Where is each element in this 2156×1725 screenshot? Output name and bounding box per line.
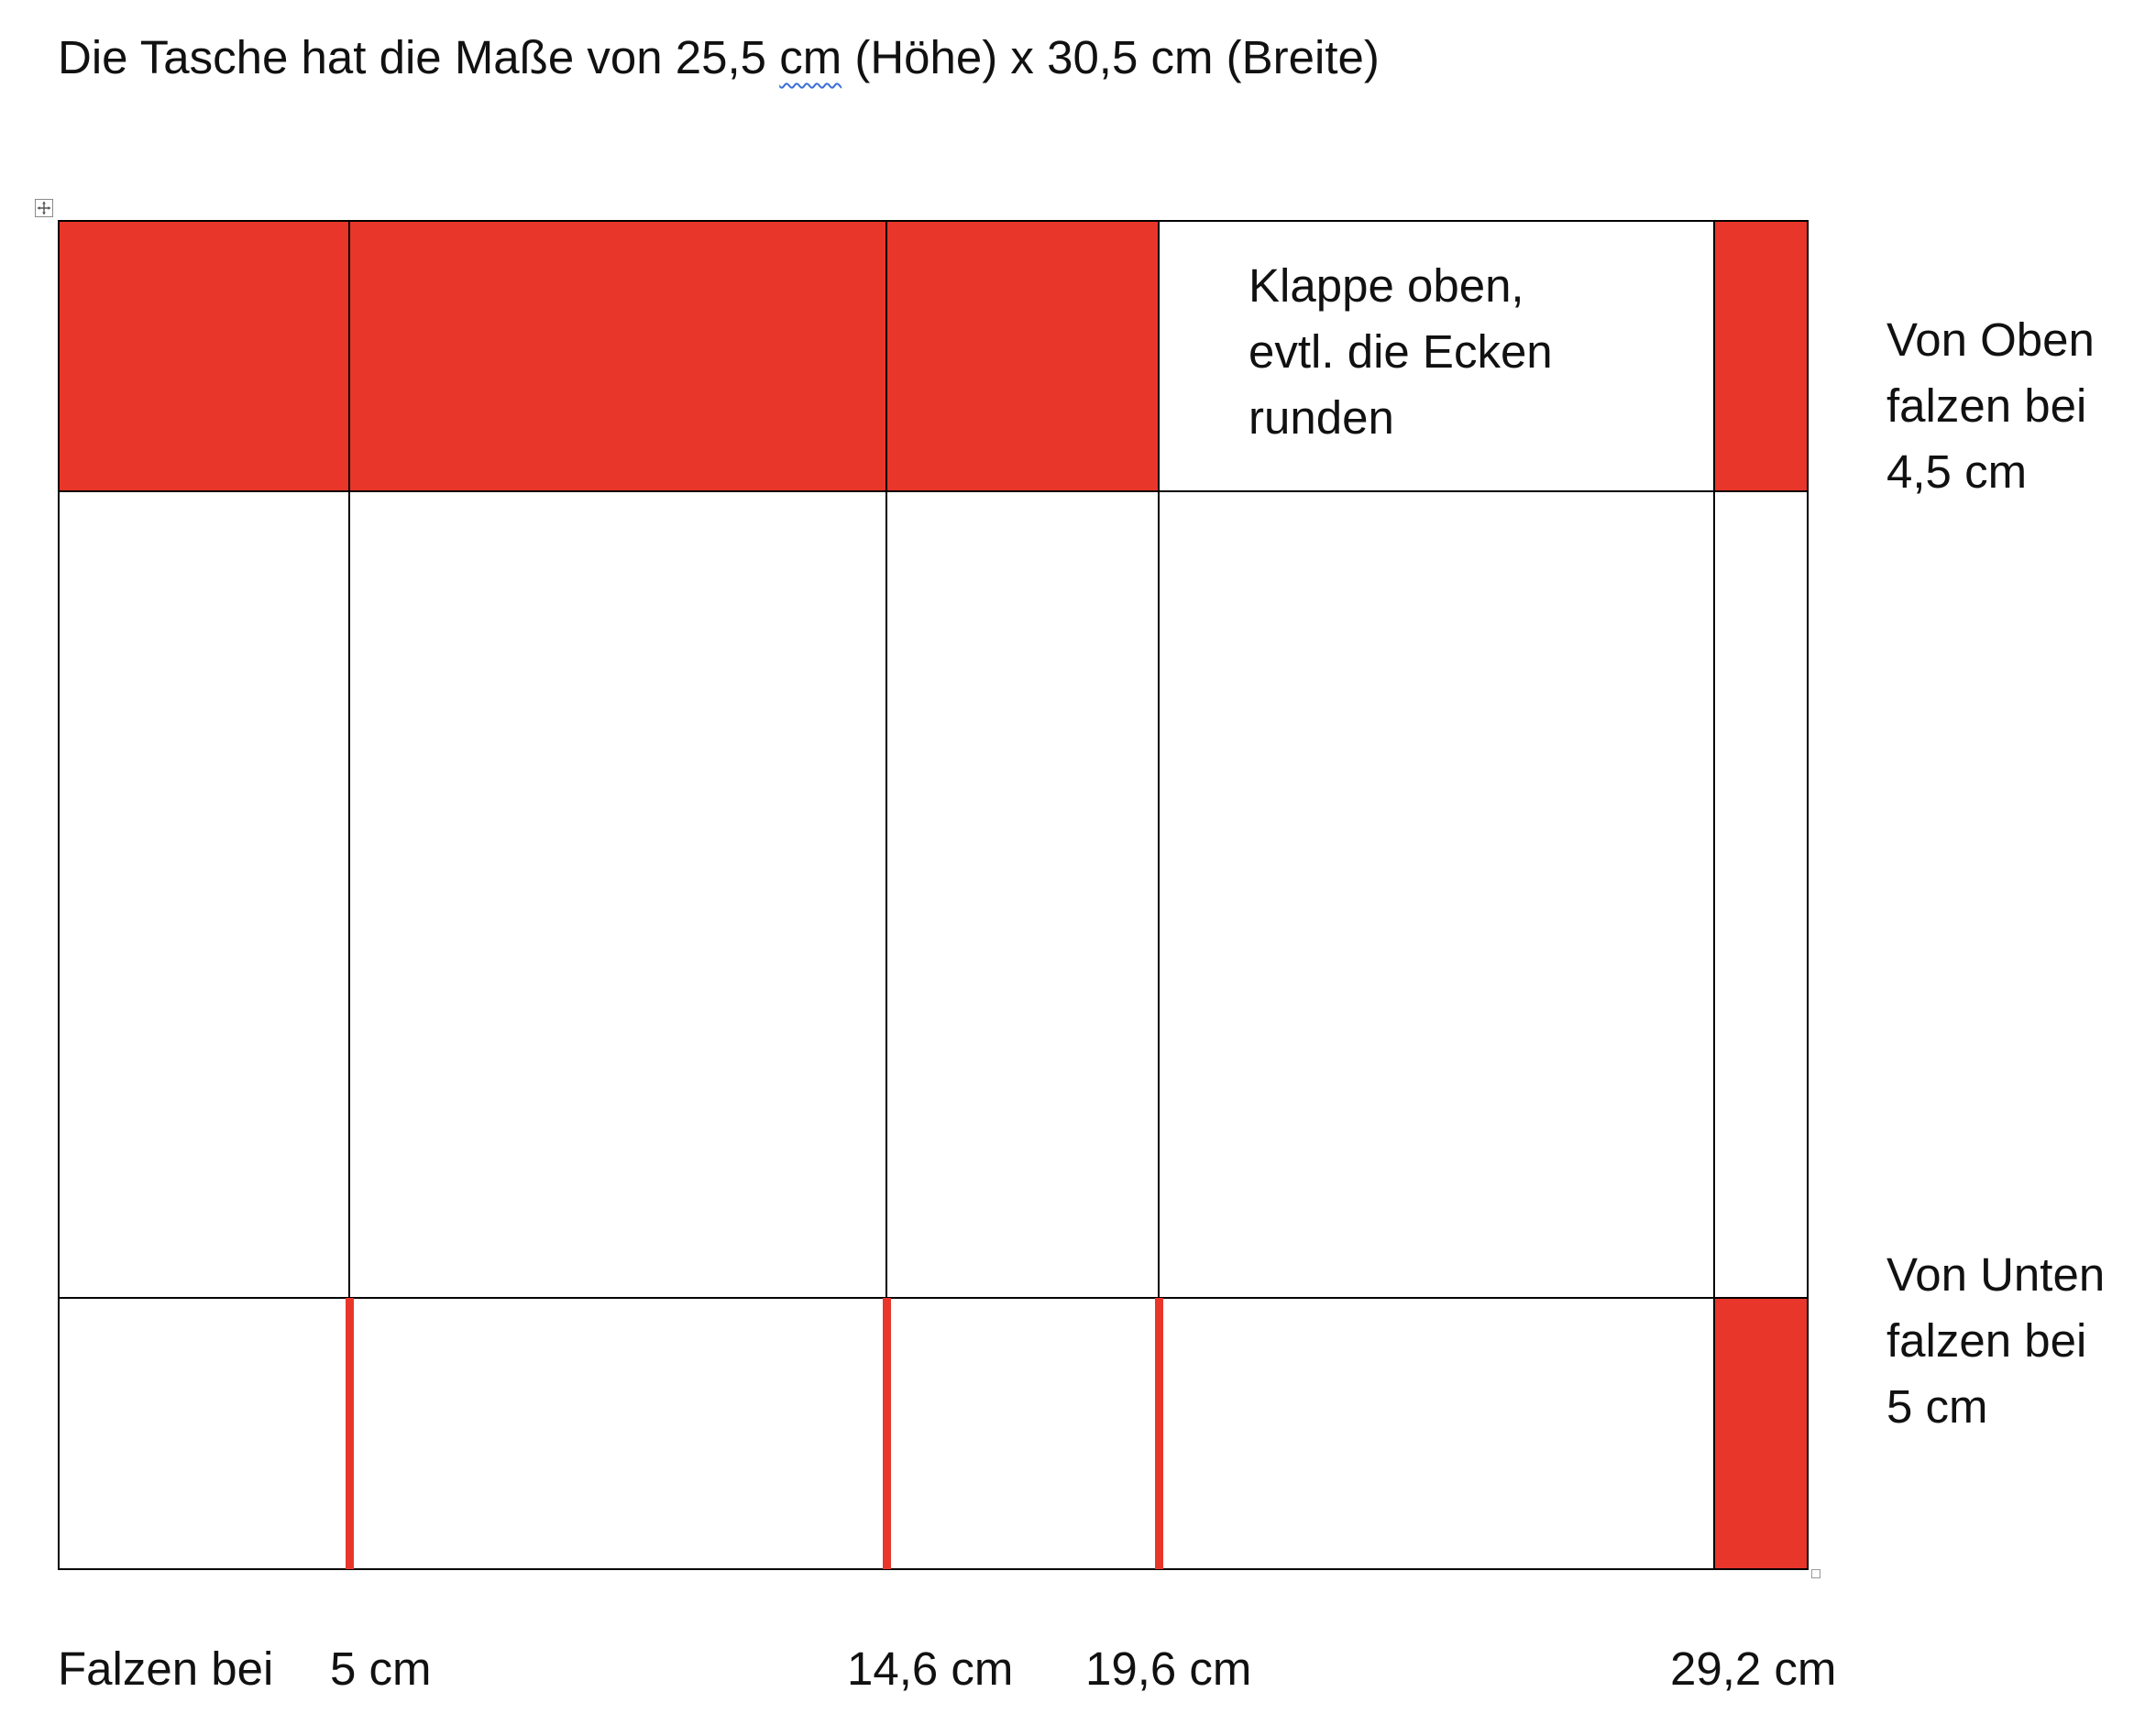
table-resize-handle[interactable] — [1811, 1569, 1820, 1578]
fold-mark-3 — [1155, 1298, 1163, 1569]
table-border-left — [58, 220, 60, 1570]
fold-mark-2 — [883, 1298, 891, 1569]
spellcheck-marked-text: cm — [779, 31, 842, 83]
side-note-bottom-fold: Von Unten falzen bei 5 cm — [1886, 1248, 2106, 1433]
table-border-right — [1807, 220, 1809, 1570]
table-line-col-2 — [886, 220, 887, 1570]
table-line-col-1 — [348, 220, 350, 1570]
fold-mark-1 — [346, 1298, 354, 1569]
table-line-fold-top — [58, 490, 1809, 492]
fold-label-3: 19,6 cm — [1085, 1643, 1252, 1695]
page-title: Die Tasche hat die Maße von 25,5 cm (Höh… — [58, 26, 1380, 90]
table-move-handle-icon[interactable] — [35, 199, 53, 217]
table-line-col-3 — [1158, 220, 1160, 1570]
title-suffix: (Höhe) x 30,5 cm (Breite) — [842, 31, 1380, 83]
fold-label-1: 5 cm — [330, 1643, 432, 1695]
table-line-fold-bottom — [58, 1297, 1809, 1299]
side-note-top-fold: Von Oben falzen bei 4,5 cm — [1886, 313, 2095, 498]
table-border-top — [58, 220, 1809, 222]
bottom-right-red-fill — [1713, 1298, 1807, 1569]
fold-label-4: 29,2 cm — [1670, 1643, 1837, 1695]
fold-label-2: 14,6 cm — [847, 1643, 1014, 1695]
fold-label-prefix: Falzen bei — [58, 1643, 274, 1695]
top-right-red-fill — [1713, 221, 1807, 491]
title-prefix: Die Tasche hat die Maße von 25,5 — [58, 31, 780, 83]
top-flap-red-fill — [59, 221, 1159, 491]
table-line-col-4 — [1713, 220, 1715, 1570]
table-border-bottom — [58, 1568, 1809, 1570]
flap-cell-text: Klappe oben, evtl. die Ecken runden — [1248, 259, 1553, 444]
